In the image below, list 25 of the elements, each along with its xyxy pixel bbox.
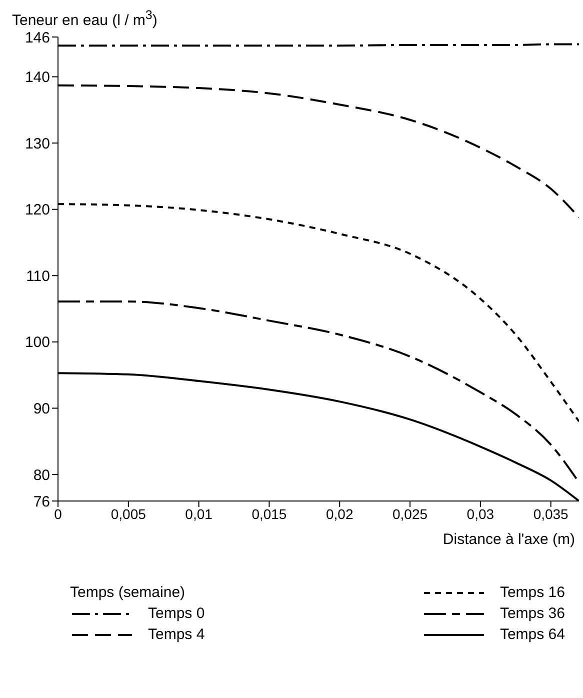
y-tick-label: 140 [24, 69, 50, 86]
x-tick-label: 0,015 [252, 506, 287, 522]
legend-label: Temps 4 [147, 625, 205, 645]
y-tick-label: 100 [24, 334, 50, 352]
y-tick-label: 76 [33, 493, 50, 510]
x-tick-label: 0,01 [185, 506, 213, 522]
y-tick-label: 90 [33, 400, 50, 418]
y-tick-label: 80 [33, 466, 50, 484]
legend-label: Temps 0 [147, 604, 205, 624]
x-tick-label: 0,025 [392, 506, 428, 522]
y-axis-title: Teneur en eau (l / m$^{3}$) [12, 8, 158, 29]
x-tick-label: 0,035 [533, 506, 569, 522]
x-tick-label: 0,03 [466, 506, 494, 522]
legend-label: Temps 64 [498, 625, 565, 645]
y-tick-label: 130 [24, 135, 50, 152]
x-axis-title: Distance à l'axe (m) [442, 531, 575, 548]
x-tick-label: 0,005 [110, 506, 146, 522]
legend-title: Temps (semaine) [70, 583, 186, 603]
y-tick-label: 110 [26, 268, 50, 285]
legend-label: Temps 36 [498, 604, 565, 624]
y-tick-label: 120 [24, 202, 50, 219]
x-tick-label: 0 [54, 506, 62, 522]
y-tick-label: 146 [24, 29, 50, 46]
legend-label: Temps 16 [498, 583, 565, 603]
x-tick-label: 0,02 [326, 506, 354, 522]
